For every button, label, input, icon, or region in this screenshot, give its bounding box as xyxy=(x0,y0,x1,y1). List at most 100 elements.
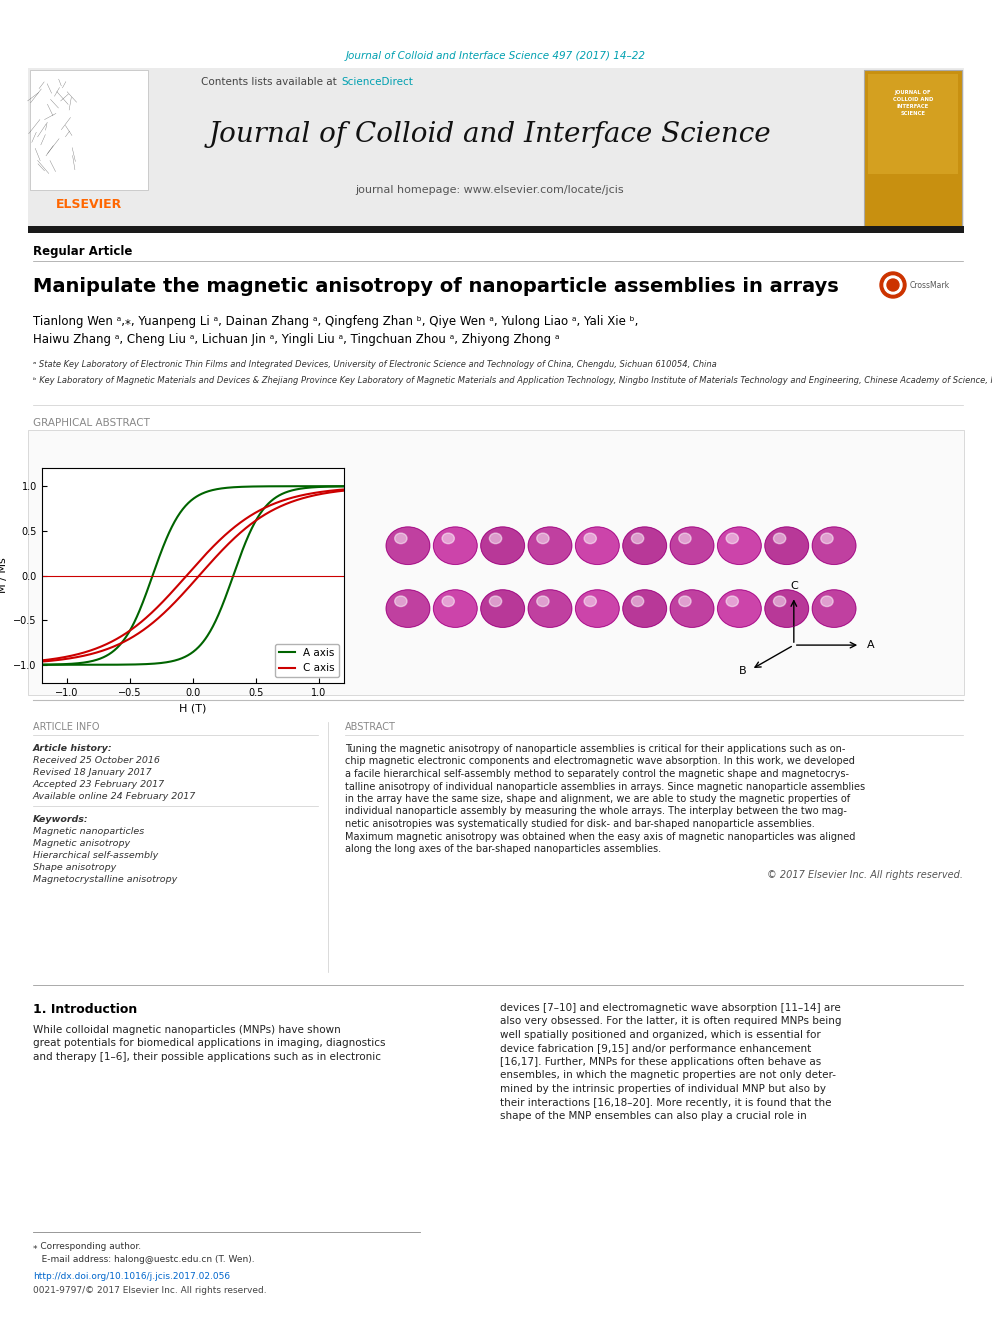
Text: http://dx.doi.org/10.1016/j.jcis.2017.02.056: http://dx.doi.org/10.1016/j.jcis.2017.02… xyxy=(33,1271,230,1281)
Text: shape of the MNP ensembles can also play a crucial role in: shape of the MNP ensembles can also play… xyxy=(500,1111,806,1121)
Text: a facile hierarchical self-assembly method to separately control the magnetic sh: a facile hierarchical self-assembly meth… xyxy=(345,769,849,779)
Circle shape xyxy=(632,595,644,606)
Circle shape xyxy=(481,590,525,627)
Bar xyxy=(868,74,958,175)
Text: Magnetic anisotropy: Magnetic anisotropy xyxy=(33,839,130,848)
Circle shape xyxy=(442,533,454,544)
Text: B: B xyxy=(739,667,747,676)
Circle shape xyxy=(632,533,644,544)
Circle shape xyxy=(679,595,691,606)
Text: Magnetocrystalline anisotropy: Magnetocrystalline anisotropy xyxy=(33,875,178,884)
Circle shape xyxy=(765,590,808,627)
Text: Haiwu Zhang ᵃ, Cheng Liu ᵃ, Lichuan Jin ᵃ, Yingli Liu ᵃ, Tingchuan Zhou ᵃ, Zhiyo: Haiwu Zhang ᵃ, Cheng Liu ᵃ, Lichuan Jin … xyxy=(33,333,559,347)
Bar xyxy=(30,70,148,191)
Text: their interactions [16,18–20]. More recently, it is found that the: their interactions [16,18–20]. More rece… xyxy=(500,1098,831,1107)
Text: journal homepage: www.elsevier.com/locate/jcis: journal homepage: www.elsevier.com/locat… xyxy=(356,185,624,194)
Circle shape xyxy=(434,527,477,565)
Circle shape xyxy=(765,527,808,565)
Circle shape xyxy=(489,533,502,544)
Circle shape xyxy=(679,533,691,544)
Bar xyxy=(28,430,964,695)
Text: 1. Introduction: 1. Introduction xyxy=(33,1003,137,1016)
Circle shape xyxy=(671,527,714,565)
Circle shape xyxy=(820,595,833,606)
Circle shape xyxy=(820,533,833,544)
Text: devices [7–10] and electromagnetic wave absorption [11–14] are: devices [7–10] and electromagnetic wave … xyxy=(500,1003,841,1013)
Text: netic anisotropies was systematically studied for disk- and bar-shaped nanoparti: netic anisotropies was systematically st… xyxy=(345,819,814,830)
Circle shape xyxy=(537,595,549,606)
Text: [16,17]. Further, MNPs for these applications often behave as: [16,17]. Further, MNPs for these applica… xyxy=(500,1057,821,1068)
Text: 0021-9797/© 2017 Elsevier Inc. All rights reserved.: 0021-9797/© 2017 Elsevier Inc. All right… xyxy=(33,1286,267,1295)
Bar xyxy=(28,67,964,226)
Circle shape xyxy=(774,533,786,544)
Text: talline anisotropy of individual nanoparticle assemblies in arrays. Since magnet: talline anisotropy of individual nanopar… xyxy=(345,782,865,791)
Text: JOURNAL OF
COLLOID AND
INTERFACE
SCIENCE: JOURNAL OF COLLOID AND INTERFACE SCIENCE xyxy=(893,90,933,116)
Text: Magnetic nanoparticles: Magnetic nanoparticles xyxy=(33,827,144,836)
Circle shape xyxy=(386,527,430,565)
Text: in the array have the same size, shape and alignment, we are able to study the m: in the array have the same size, shape a… xyxy=(345,794,850,804)
Text: GRAPHICAL ABSTRACT: GRAPHICAL ABSTRACT xyxy=(33,418,150,429)
Circle shape xyxy=(774,595,786,606)
Text: Hierarchical self-assembly: Hierarchical self-assembly xyxy=(33,851,159,860)
Text: along the long axes of the bar-shaped nanoparticles assemblies.: along the long axes of the bar-shaped na… xyxy=(345,844,661,855)
Text: ᵇ Key Laboratory of Magnetic Materials and Devices & Zhejiang Province Key Labor: ᵇ Key Laboratory of Magnetic Materials a… xyxy=(33,376,992,385)
Text: ScienceDirect: ScienceDirect xyxy=(341,77,413,87)
Text: Revised 18 January 2017: Revised 18 January 2017 xyxy=(33,767,152,777)
Text: Maximum magnetic anisotropy was obtained when the easy axis of magnetic nanopart: Maximum magnetic anisotropy was obtained… xyxy=(345,831,855,841)
Circle shape xyxy=(395,595,407,606)
Text: Received 25 October 2016: Received 25 October 2016 xyxy=(33,755,160,765)
Text: Contents lists available at: Contents lists available at xyxy=(201,77,340,87)
Circle shape xyxy=(717,590,761,627)
Circle shape xyxy=(575,527,619,565)
Circle shape xyxy=(726,533,738,544)
Text: Manipulate the magnetic anisotropy of nanoparticle assemblies in arrays: Manipulate the magnetic anisotropy of na… xyxy=(33,278,839,296)
Text: great potentials for biomedical applications in imaging, diagnostics: great potentials for biomedical applicat… xyxy=(33,1039,386,1049)
Text: Tuning the magnetic anisotropy of nanoparticle assemblies is critical for their : Tuning the magnetic anisotropy of nanopa… xyxy=(345,744,845,754)
Circle shape xyxy=(812,590,856,627)
Text: ensembles, in which the magnetic properties are not only deter-: ensembles, in which the magnetic propert… xyxy=(500,1070,836,1081)
Text: © 2017 Elsevier Inc. All rights reserved.: © 2017 Elsevier Inc. All rights reserved… xyxy=(767,871,963,880)
Circle shape xyxy=(442,595,454,606)
Circle shape xyxy=(884,277,902,294)
Text: chip magnetic electronic components and electromagnetic wave absorption. In this: chip magnetic electronic components and … xyxy=(345,757,855,766)
Text: Keywords:: Keywords: xyxy=(33,815,88,824)
Text: Accepted 23 February 2017: Accepted 23 February 2017 xyxy=(33,781,165,789)
Text: ABSTRACT: ABSTRACT xyxy=(345,722,396,732)
Text: also very obsessed. For the latter, it is often required MNPs being: also very obsessed. For the latter, it i… xyxy=(500,1016,841,1027)
Text: Shape anisotropy: Shape anisotropy xyxy=(33,863,116,872)
Circle shape xyxy=(623,590,667,627)
Circle shape xyxy=(584,533,596,544)
Text: ARTICLE INFO: ARTICLE INFO xyxy=(33,722,99,732)
Text: While colloidal magnetic nanoparticles (MNPs) have shown: While colloidal magnetic nanoparticles (… xyxy=(33,1025,340,1035)
Bar xyxy=(28,226,964,233)
Circle shape xyxy=(584,595,596,606)
Text: Tianlong Wen ᵃ,⁎, Yuanpeng Li ᵃ, Dainan Zhang ᵃ, Qingfeng Zhan ᵇ, Qiye Wen ᵃ, Yu: Tianlong Wen ᵃ,⁎, Yuanpeng Li ᵃ, Dainan … xyxy=(33,315,639,328)
X-axis label: H (T): H (T) xyxy=(180,703,206,713)
Circle shape xyxy=(481,527,525,565)
Circle shape xyxy=(812,527,856,565)
Text: CrossMark: CrossMark xyxy=(910,280,950,290)
Circle shape xyxy=(623,527,667,565)
Text: ᵃ State Key Laboratory of Electronic Thin Films and Integrated Devices, Universi: ᵃ State Key Laboratory of Electronic Thi… xyxy=(33,360,717,369)
Bar xyxy=(864,70,962,228)
Circle shape xyxy=(528,527,571,565)
Circle shape xyxy=(489,595,502,606)
Circle shape xyxy=(671,590,714,627)
Text: E-mail address: halong@uestc.edu.cn (T. Wen).: E-mail address: halong@uestc.edu.cn (T. … xyxy=(33,1256,255,1263)
Circle shape xyxy=(386,590,430,627)
Text: individual nanoparticle assembly by measuring the whole arrays. The interplay be: individual nanoparticle assembly by meas… xyxy=(345,807,847,816)
Circle shape xyxy=(726,595,738,606)
Text: Article history:: Article history: xyxy=(33,744,113,753)
Text: Regular Article: Regular Article xyxy=(33,246,132,258)
Circle shape xyxy=(528,590,571,627)
Circle shape xyxy=(575,590,619,627)
Circle shape xyxy=(887,279,899,291)
Circle shape xyxy=(395,533,407,544)
Text: Available online 24 February 2017: Available online 24 February 2017 xyxy=(33,792,196,800)
Circle shape xyxy=(537,533,549,544)
Text: C: C xyxy=(790,581,798,591)
Text: Journal of Colloid and Interface Science: Journal of Colloid and Interface Science xyxy=(208,122,772,148)
Text: and therapy [1–6], their possible applications such as in electronic: and therapy [1–6], their possible applic… xyxy=(33,1052,381,1062)
Text: mined by the intrinsic properties of individual MNP but also by: mined by the intrinsic properties of ind… xyxy=(500,1084,826,1094)
Text: ELSEVIER: ELSEVIER xyxy=(56,198,122,212)
